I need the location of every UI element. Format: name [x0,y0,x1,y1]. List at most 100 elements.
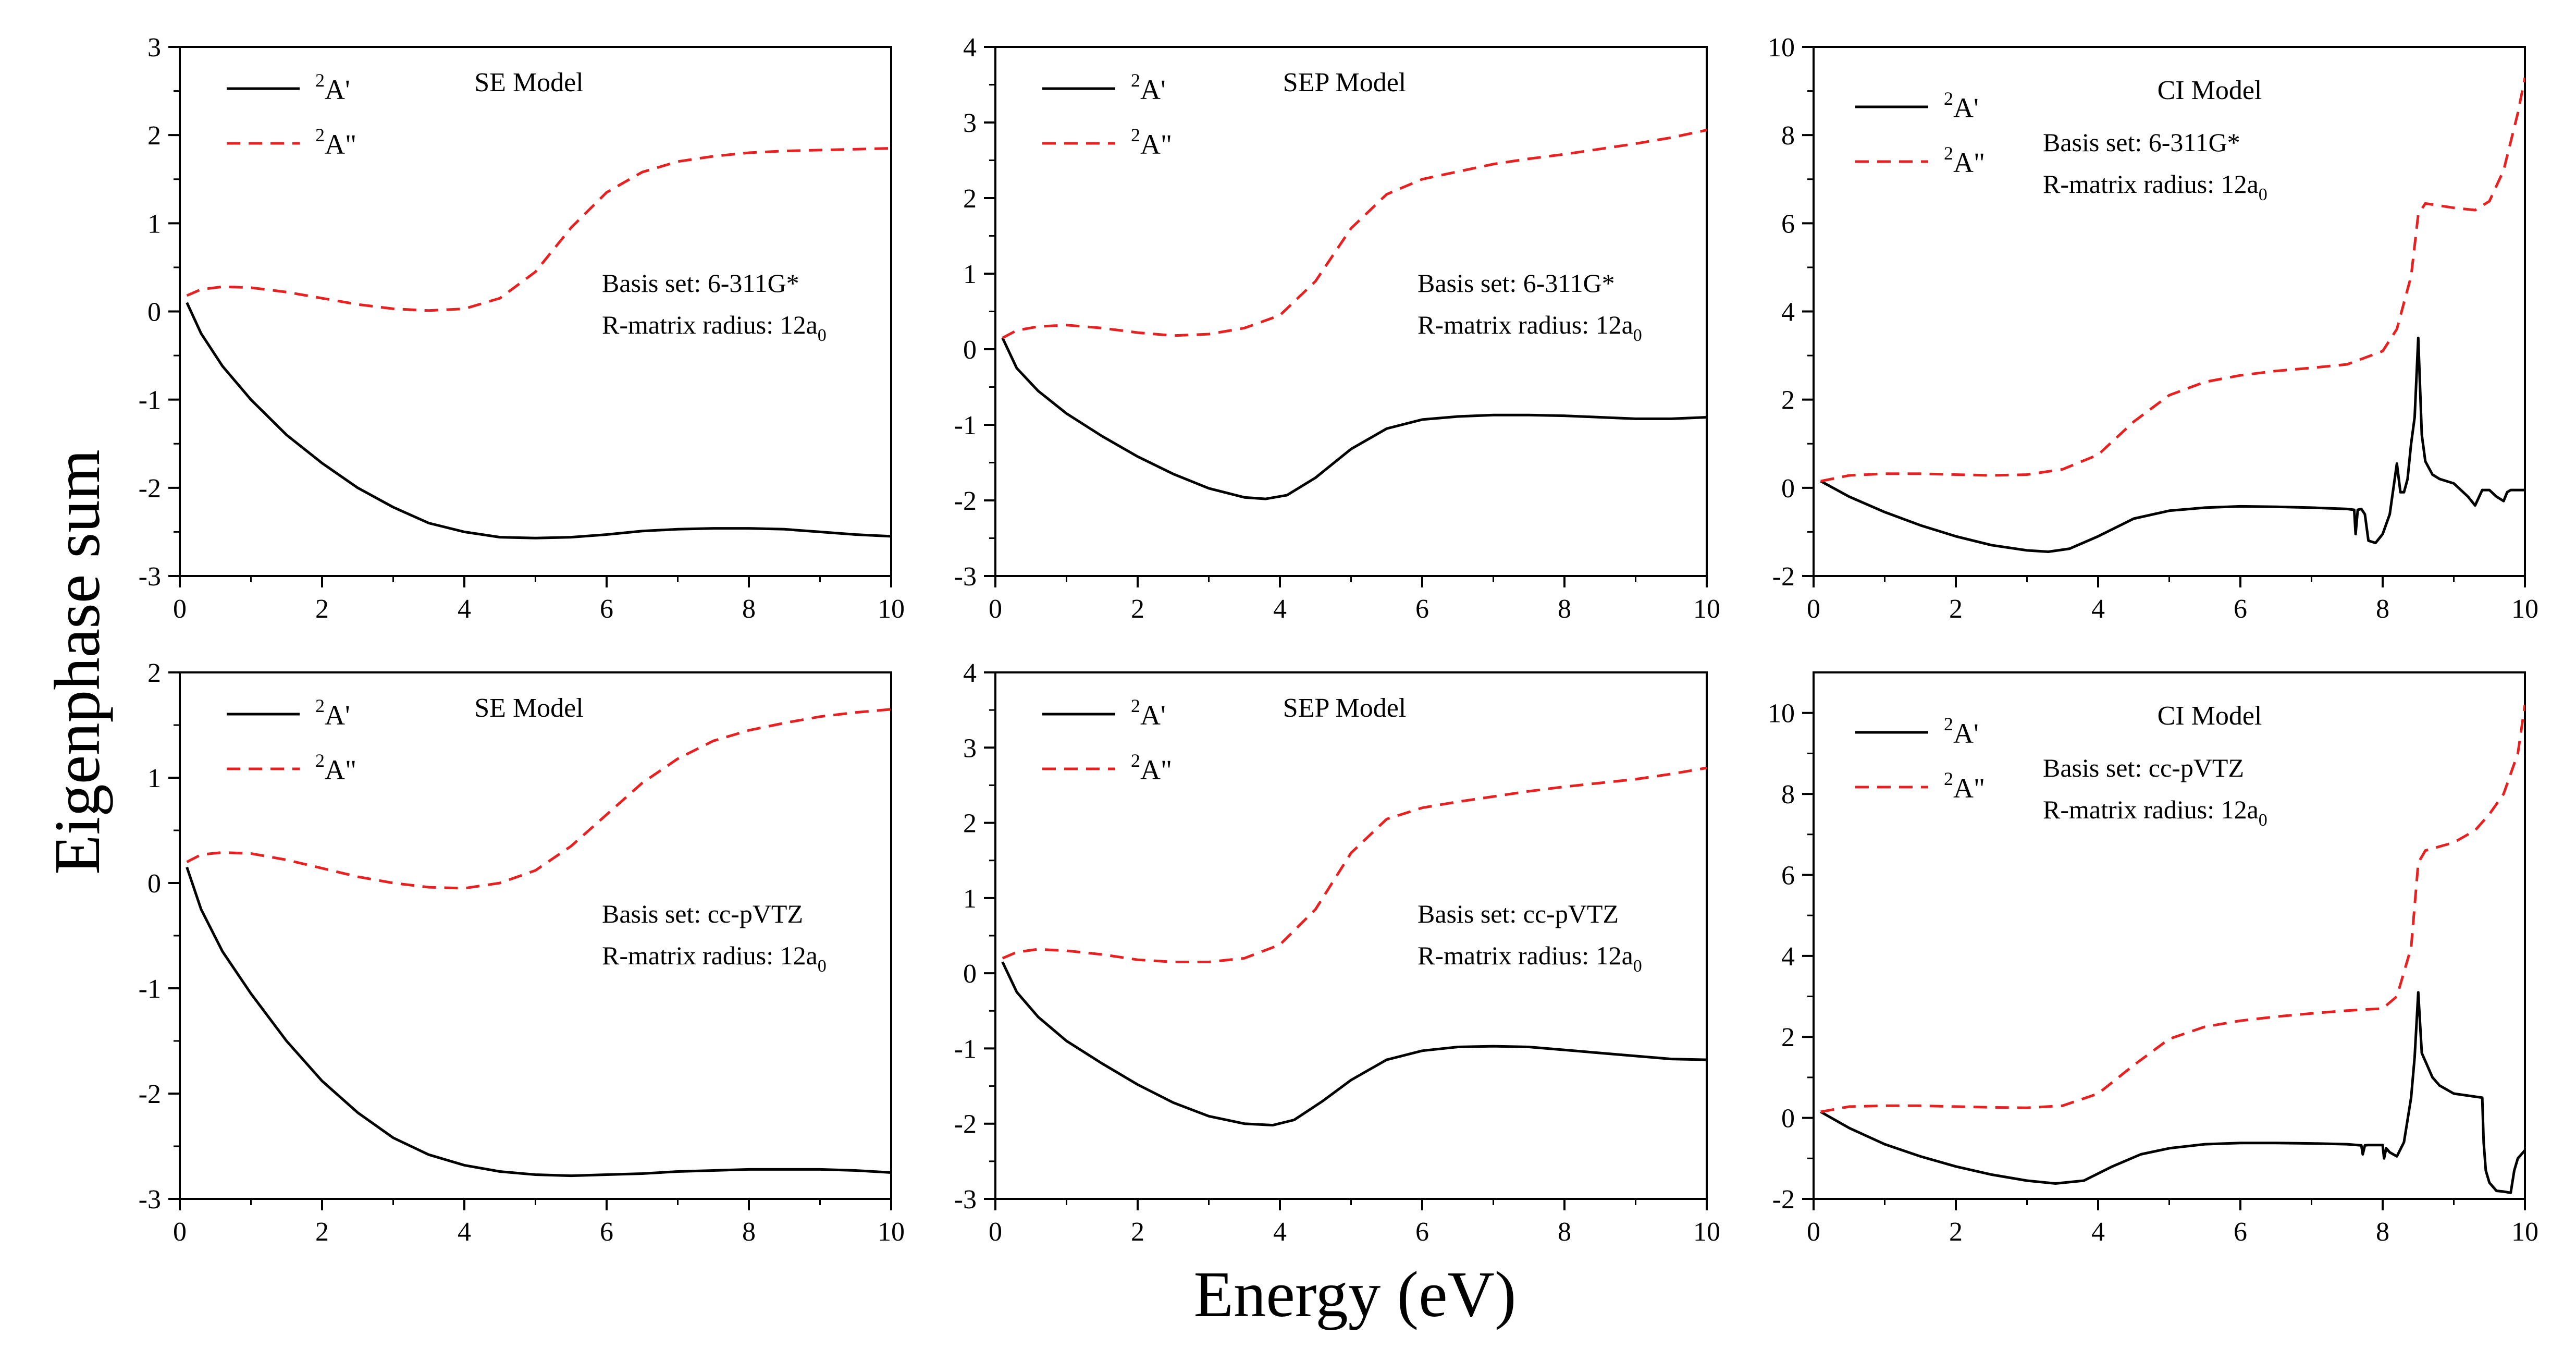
rmatrix-radius-label: R-matrix radius: 12a0 [2043,795,2267,830]
x-tick-label: 6 [2234,594,2247,624]
legend-label: 2A" [1944,768,1985,804]
x-tick-label: 0 [989,594,1002,624]
y-tick-label: 3 [963,108,977,138]
legend-label: 2A' [1131,70,1166,105]
legend-label: 2A" [1131,750,1172,786]
legend-label: 2A" [315,750,356,786]
y-tick-label: 10 [1768,699,1795,729]
x-tick-label: 10 [1693,1217,1720,1247]
x-tick-label: 2 [1949,1217,1963,1247]
x-tick-label: 6 [600,594,613,624]
y-tick-label: -2 [954,1110,977,1139]
legend-label: 2A" [1944,143,1985,178]
x-tick-label: 0 [1807,594,1820,624]
x-tick-label: 8 [742,594,756,624]
y-tick-label: 0 [963,335,977,365]
series-line-2a-double-prime [186,708,891,890]
model-title: SE Model [474,693,583,723]
chart-panel-2: 0 2 4 6 8 10 -3 -2 -1 0 1 2 3 4 2A' 2A" SEP Model Basis s… [954,33,1720,624]
x-tick-label: 0 [173,594,187,624]
y-tick-label: 2 [963,809,977,839]
x-tick-label: 8 [2376,1217,2389,1247]
chart-panel-5: 0 2 4 6 8 10 -3 -2 -1 0 1 2 3 4 2A' 2A" SEP Model Basis s… [954,658,1720,1247]
y-tick-label: -3 [139,562,161,592]
series-line-2a-prime [1001,961,1707,1127]
y-tick-label: 2 [147,658,161,688]
plot-frame [1813,46,2526,577]
series-line-2a-double-prime [186,147,891,312]
rmatrix-radius-label: R-matrix radius: 12a0 [1418,941,1642,976]
model-title: SEP Model [1283,693,1406,723]
y-tick-label: -1 [954,1034,977,1064]
y-tick-label: 1 [963,260,977,289]
x-tick-label: 2 [315,1217,329,1247]
y-tick-label: 0 [147,869,161,899]
basis-set-label: Basis set: 6-311G* [1418,268,1615,298]
plot-frame [994,671,1708,1200]
y-tick-label: 6 [1781,861,1795,890]
x-tick-label: 2 [1131,594,1144,624]
rmatrix-radius-label: R-matrix radius: 12a0 [602,310,827,345]
rmatrix-radius-label: R-matrix radius: 12a0 [602,941,827,976]
y-tick-label: 4 [1781,298,1795,327]
y-tick-label: 8 [1781,780,1795,810]
y-tick-label: 2 [1781,1023,1795,1052]
y-tick-label: -2 [139,474,161,504]
figure-xlabel: Energy (eV) [1194,1259,1517,1331]
series-line-2a-double-prime [1820,704,2525,1113]
y-tick-label: 4 [963,658,977,688]
x-tick-label: 6 [1415,1217,1429,1247]
x-tick-label: 6 [2234,1217,2247,1247]
plot-frame [1813,671,2526,1200]
basis-set-label: Basis set: cc-pVTZ [602,899,803,928]
y-tick-label: -2 [1772,1185,1795,1215]
y-tick-label: 2 [963,184,977,214]
x-tick-label: 2 [1131,1217,1144,1247]
x-tick-label: 8 [1558,1217,1571,1247]
y-tick-label: 0 [147,298,161,327]
x-tick-label: 2 [315,594,329,624]
x-tick-label: 10 [878,1217,905,1247]
y-tick-label: 3 [963,733,977,763]
x-tick-label: 6 [600,1217,613,1247]
x-tick-label: 0 [1807,1217,1820,1247]
y-tick-label: 0 [1781,474,1795,504]
chart-panel-1: 0 2 4 6 8 10 -3 -2 -1 0 1 2 3 2A' 2A" SE Model Basis set… [139,33,905,624]
x-tick-label: 4 [2091,1217,2105,1247]
x-tick-label: 10 [878,594,905,624]
y-tick-label: -3 [954,1185,977,1215]
rmatrix-radius-label: R-matrix radius: 12a0 [1418,310,1642,345]
y-tick-label: 0 [963,959,977,989]
legend-label: 2A' [315,70,350,105]
y-tick-label: -2 [954,486,977,516]
x-tick-label: 0 [173,1217,187,1247]
legend-label: 2A' [1944,714,1979,749]
y-tick-label: 1 [147,764,161,793]
legend-label: 2A" [1131,125,1172,160]
y-tick-label: 2 [1781,386,1795,415]
x-tick-label: 8 [1558,594,1571,624]
series-line-2a-prime [1820,336,2525,553]
model-title: CI Model [2158,701,2262,731]
model-title: CI Model [2158,76,2262,105]
y-tick-label: 4 [1781,942,1795,972]
x-tick-label: 0 [989,1217,1002,1247]
x-tick-label: 4 [1273,1217,1287,1247]
y-tick-label: 1 [147,209,161,239]
figure-ylabel: Eigenphase sum [42,449,114,875]
legend-label: 2A" [315,125,356,160]
rmatrix-radius-label: R-matrix radius: 12a0 [2043,169,2267,204]
x-tick-label: 8 [2376,594,2389,624]
x-tick-label: 10 [2511,1217,2538,1247]
model-title: SE Model [474,68,583,97]
y-tick-label: -1 [139,974,161,1004]
y-tick-label: -3 [139,1185,161,1215]
y-tick-label: 6 [1781,209,1795,239]
plot-frame [179,671,892,1200]
y-tick-label: -1 [139,386,161,415]
chart-panel-3: 0 2 4 6 8 10 -2 0 2 4 6 8 10 2A' 2A" CI Model Basis set:… [1768,33,2538,624]
x-tick-label: 6 [1415,594,1429,624]
basis-set-label: Basis set: 6-311G* [2043,128,2240,157]
